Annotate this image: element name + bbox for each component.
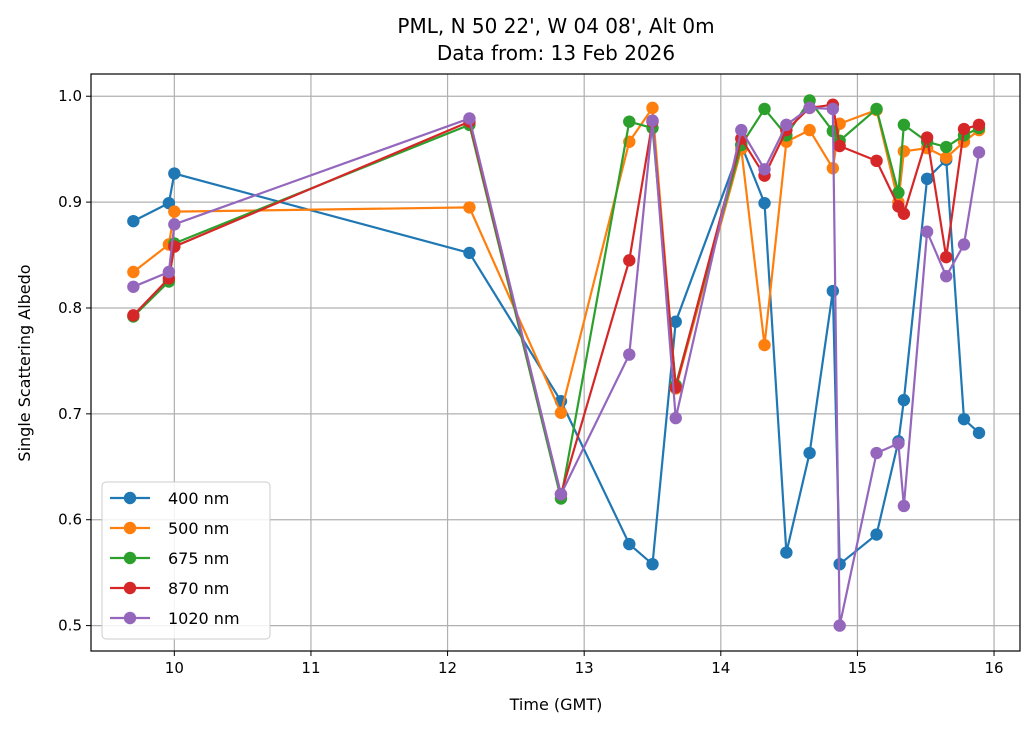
series-line-500-nm bbox=[132, 104, 980, 417]
y-tick-label: 0.6 bbox=[58, 511, 82, 529]
data-point-1020-nm bbox=[463, 112, 476, 125]
x-tick-label: 15 bbox=[848, 659, 867, 677]
data-point-870-nm bbox=[897, 207, 911, 220]
data-point-1020-nm bbox=[833, 619, 846, 632]
legend-box bbox=[101, 481, 271, 640]
legend-marker bbox=[123, 581, 137, 595]
data-point-870-nm bbox=[972, 118, 986, 132]
data-point-400-nm bbox=[127, 214, 140, 228]
data-point-1020-nm bbox=[646, 114, 659, 127]
data-point-675-nm bbox=[870, 102, 883, 116]
data-point-500-nm bbox=[646, 101, 659, 115]
data-point-400-nm bbox=[758, 196, 771, 210]
data-point-1020-nm bbox=[803, 101, 816, 115]
data-point-400-nm bbox=[870, 528, 883, 541]
axis-ticks: 10 11 12 13 14 15 16 0.5 0.6 0.7 0.8 0.9 1.0 bbox=[58, 87, 1003, 677]
data-point-870-nm bbox=[669, 381, 682, 394]
data-point-500-nm bbox=[463, 201, 476, 214]
data-point-500-nm bbox=[168, 205, 181, 218]
data-point-1020-nm bbox=[168, 218, 181, 231]
legend-label: 400 nm bbox=[168, 489, 229, 508]
data-point-400-nm bbox=[826, 284, 840, 298]
legend-label: 675 nm bbox=[168, 549, 229, 568]
data-point-675-nm bbox=[623, 115, 636, 128]
data-point-1020-nm bbox=[554, 488, 568, 501]
chart-title: PML, N 50 22', W 04 08', Alt 0m bbox=[397, 14, 714, 38]
data-point-870-nm bbox=[833, 139, 846, 153]
legend-label: 870 nm bbox=[168, 579, 229, 598]
data-point-1020-nm bbox=[669, 411, 682, 425]
data-point-1020-nm bbox=[162, 265, 176, 279]
data-point-870-nm bbox=[870, 154, 883, 168]
legend: 400 nm 500 nm 675 nm 870 nm 1020 nm bbox=[101, 481, 271, 640]
data-point-400-nm bbox=[623, 537, 636, 551]
data-point-500-nm bbox=[803, 123, 816, 137]
data-point-675-nm bbox=[897, 118, 911, 132]
data-point-675-nm bbox=[892, 186, 905, 199]
legend-label: 1020 nm bbox=[168, 609, 240, 628]
data-point-500-nm bbox=[897, 145, 911, 158]
data-point-675-nm bbox=[758, 102, 771, 116]
data-point-400-nm bbox=[646, 557, 659, 571]
x-tick-label: 13 bbox=[575, 659, 594, 677]
data-point-500-nm bbox=[758, 338, 771, 352]
data-point-400-nm bbox=[957, 412, 971, 426]
data-point-400-nm bbox=[920, 172, 934, 186]
data-point-400-nm bbox=[463, 246, 476, 260]
chart-subtitle: Data from: 13 Feb 2026 bbox=[437, 41, 675, 65]
x-tick-label: 10 bbox=[165, 659, 184, 677]
data-point-1020-nm bbox=[870, 446, 883, 460]
legend-marker bbox=[123, 611, 137, 625]
x-axis-label: Time (GMT) bbox=[509, 695, 603, 714]
legend-marker bbox=[123, 551, 137, 565]
legend-marker bbox=[123, 521, 137, 535]
data-point-1020-nm bbox=[758, 163, 771, 176]
data-point-400-nm bbox=[168, 167, 181, 180]
y-tick-label: 0.9 bbox=[58, 193, 82, 211]
data-point-870-nm bbox=[957, 122, 971, 136]
data-point-1020-nm bbox=[127, 280, 140, 294]
data-point-1020-nm bbox=[623, 348, 636, 361]
data-point-1020-nm bbox=[892, 437, 905, 450]
data-point-500-nm bbox=[127, 265, 140, 279]
data-point-500-nm bbox=[554, 406, 568, 419]
data-point-400-nm bbox=[803, 446, 816, 460]
data-point-1020-nm bbox=[735, 123, 748, 137]
data-point-400-nm bbox=[669, 315, 682, 328]
plot-frame bbox=[90, 73, 1021, 652]
y-axis-label: Single Scattering Albedo bbox=[15, 264, 34, 461]
data-point-870-nm bbox=[623, 254, 636, 267]
y-tick-label: 0.8 bbox=[58, 299, 82, 317]
data-point-675-nm bbox=[940, 140, 953, 154]
grid bbox=[91, 74, 1020, 651]
data-point-1020-nm bbox=[940, 270, 953, 283]
data-point-400-nm bbox=[780, 546, 793, 559]
data-point-500-nm bbox=[940, 151, 953, 164]
data-point-870-nm bbox=[920, 131, 934, 144]
series-lines bbox=[127, 94, 986, 632]
data-point-1020-nm bbox=[920, 225, 934, 238]
data-point-870-nm bbox=[168, 240, 181, 253]
legend-label: 500 nm bbox=[168, 519, 229, 538]
x-tick-label: 11 bbox=[301, 659, 320, 677]
y-tick-label: 0.5 bbox=[58, 617, 82, 635]
data-point-1020-nm bbox=[826, 102, 840, 116]
data-point-1020-nm bbox=[780, 118, 793, 132]
data-point-870-nm bbox=[940, 250, 953, 264]
data-point-1020-nm bbox=[897, 499, 911, 513]
data-point-1020-nm bbox=[957, 238, 971, 251]
y-tick-label: 0.7 bbox=[58, 405, 82, 423]
legend-marker bbox=[123, 491, 137, 505]
data-point-870-nm bbox=[127, 309, 140, 322]
series-line-870-nm bbox=[132, 103, 980, 499]
y-tick-label: 1.0 bbox=[58, 87, 82, 105]
data-point-400-nm bbox=[972, 426, 986, 440]
x-tick-label: 12 bbox=[438, 659, 457, 677]
x-tick-label: 14 bbox=[711, 659, 730, 677]
data-point-400-nm bbox=[897, 393, 911, 407]
data-point-1020-nm bbox=[972, 146, 986, 159]
series-line-675-nm bbox=[132, 98, 980, 499]
x-tick-label: 16 bbox=[984, 659, 1003, 677]
